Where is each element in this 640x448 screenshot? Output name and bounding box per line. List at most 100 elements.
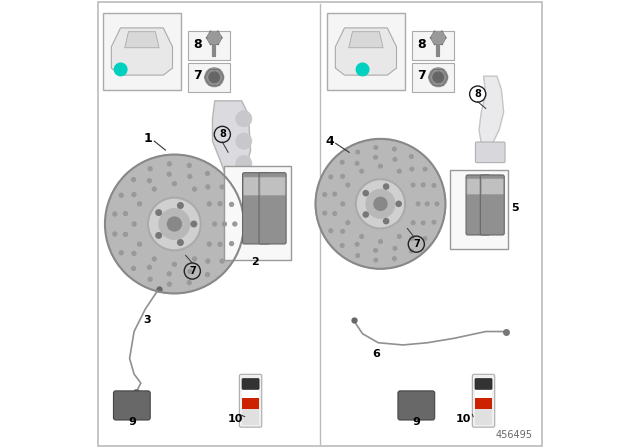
Circle shape xyxy=(333,212,337,215)
FancyBboxPatch shape xyxy=(242,398,259,409)
FancyBboxPatch shape xyxy=(475,409,492,425)
Circle shape xyxy=(435,202,439,206)
Circle shape xyxy=(374,197,387,211)
Circle shape xyxy=(167,172,171,176)
Text: 7: 7 xyxy=(189,266,196,276)
FancyBboxPatch shape xyxy=(450,170,508,249)
Circle shape xyxy=(329,229,333,233)
Text: 7: 7 xyxy=(193,69,202,82)
Circle shape xyxy=(356,254,360,258)
Text: 10: 10 xyxy=(227,414,243,424)
FancyBboxPatch shape xyxy=(476,142,505,163)
Text: 7: 7 xyxy=(417,69,426,82)
Circle shape xyxy=(396,201,401,207)
Circle shape xyxy=(191,221,196,227)
Circle shape xyxy=(230,202,234,207)
FancyBboxPatch shape xyxy=(472,375,495,427)
Circle shape xyxy=(432,220,436,224)
Circle shape xyxy=(172,263,177,266)
Circle shape xyxy=(340,244,344,247)
Circle shape xyxy=(340,160,344,164)
Circle shape xyxy=(429,68,447,86)
Circle shape xyxy=(432,31,445,44)
Circle shape xyxy=(178,240,183,245)
Circle shape xyxy=(341,229,344,233)
Circle shape xyxy=(383,184,388,189)
Circle shape xyxy=(218,202,222,206)
Circle shape xyxy=(374,155,378,159)
Circle shape xyxy=(207,202,211,206)
Circle shape xyxy=(374,249,378,252)
Circle shape xyxy=(341,175,344,178)
Circle shape xyxy=(218,242,222,246)
Circle shape xyxy=(148,198,201,250)
Circle shape xyxy=(341,202,344,206)
Circle shape xyxy=(360,169,364,173)
Circle shape xyxy=(188,270,192,273)
Circle shape xyxy=(172,182,177,185)
Text: 456495: 456495 xyxy=(496,430,533,440)
Circle shape xyxy=(119,193,124,197)
FancyBboxPatch shape xyxy=(475,388,492,403)
Circle shape xyxy=(152,187,156,191)
Text: 8: 8 xyxy=(417,38,426,51)
Circle shape xyxy=(236,111,252,127)
Circle shape xyxy=(148,167,152,171)
Circle shape xyxy=(397,169,401,173)
FancyBboxPatch shape xyxy=(412,63,454,92)
Circle shape xyxy=(115,63,127,76)
Text: 8: 8 xyxy=(219,129,226,139)
Circle shape xyxy=(124,211,127,215)
Circle shape xyxy=(393,158,397,161)
FancyBboxPatch shape xyxy=(327,13,405,90)
Circle shape xyxy=(156,233,161,238)
Circle shape xyxy=(132,267,136,271)
Circle shape xyxy=(363,190,369,196)
Circle shape xyxy=(393,246,397,250)
Circle shape xyxy=(233,222,237,226)
Circle shape xyxy=(432,184,436,187)
Polygon shape xyxy=(212,101,251,177)
Circle shape xyxy=(132,251,136,255)
FancyBboxPatch shape xyxy=(243,177,269,196)
Text: 8: 8 xyxy=(474,89,481,99)
Text: 1: 1 xyxy=(143,132,152,146)
Circle shape xyxy=(346,221,349,224)
Circle shape xyxy=(168,282,172,286)
Circle shape xyxy=(132,193,136,197)
Circle shape xyxy=(207,242,211,246)
Text: 4: 4 xyxy=(326,134,334,148)
Circle shape xyxy=(159,209,189,239)
Circle shape xyxy=(193,187,196,191)
FancyBboxPatch shape xyxy=(466,175,490,235)
FancyBboxPatch shape xyxy=(480,175,504,235)
FancyBboxPatch shape xyxy=(224,166,291,260)
Circle shape xyxy=(132,222,136,226)
FancyBboxPatch shape xyxy=(188,63,230,92)
Circle shape xyxy=(379,164,382,168)
Circle shape xyxy=(168,217,181,231)
Circle shape xyxy=(209,72,220,82)
Circle shape xyxy=(410,167,413,171)
Circle shape xyxy=(220,259,224,263)
Circle shape xyxy=(383,219,388,224)
Circle shape xyxy=(356,150,360,154)
Circle shape xyxy=(138,242,141,246)
Circle shape xyxy=(147,265,151,269)
Text: 2: 2 xyxy=(251,257,259,267)
Circle shape xyxy=(412,183,415,187)
Circle shape xyxy=(178,203,183,208)
Circle shape xyxy=(333,192,337,196)
Circle shape xyxy=(421,221,425,225)
Circle shape xyxy=(417,202,420,206)
Circle shape xyxy=(392,147,396,151)
FancyBboxPatch shape xyxy=(259,172,286,244)
Circle shape xyxy=(397,235,401,238)
Circle shape xyxy=(113,212,116,216)
Circle shape xyxy=(363,212,369,217)
Circle shape xyxy=(168,162,172,166)
Circle shape xyxy=(105,155,244,293)
FancyBboxPatch shape xyxy=(103,13,181,90)
Text: 6: 6 xyxy=(372,349,380,359)
Polygon shape xyxy=(349,32,383,48)
